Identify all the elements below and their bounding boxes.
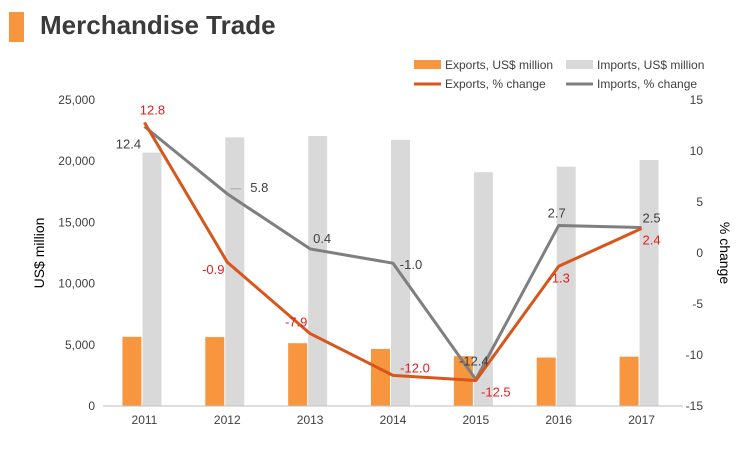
- y-tick-label: 15,000: [58, 215, 95, 229]
- y2-tick-label: 10: [690, 144, 704, 158]
- x-tick-label: 2016: [545, 413, 572, 427]
- y2-tick-label: -15: [686, 399, 704, 413]
- legend-label-exports: Exports, US$ million: [445, 58, 553, 72]
- y-tick-label: 20,000: [58, 154, 95, 168]
- imports-change-data-label: 12.4: [116, 137, 141, 152]
- exports-change-data-label: -1.3: [548, 270, 570, 285]
- exports-bar: [371, 348, 390, 406]
- imports-change-data-label: 2.7: [548, 205, 566, 220]
- y2-tick-label: 15: [690, 93, 704, 107]
- imports-change-data-label: 2.5: [643, 211, 661, 226]
- x-tick-label: 2017: [628, 413, 655, 427]
- imports-bar: [142, 152, 162, 406]
- exports-bar: [288, 343, 308, 406]
- imports-bar: [639, 159, 659, 406]
- y-tick-label: 5,000: [65, 338, 95, 352]
- imports-bar: [308, 135, 328, 406]
- y-tick-label: 10,000: [58, 277, 95, 291]
- exports-change-data-label: -7.9: [285, 315, 307, 330]
- title-accent-bar: [9, 12, 24, 42]
- exports-change-line: [143, 121, 643, 382]
- y-axis-title: US$ million: [31, 218, 47, 289]
- imports-change-line: [143, 125, 642, 381]
- y2-axis-title: % change: [717, 222, 733, 284]
- x-tick-label: 2011: [132, 413, 158, 427]
- imports-change-data-label: 5.8: [250, 180, 268, 195]
- imports-bar: [225, 137, 245, 406]
- x-tick-label: 2013: [297, 413, 324, 427]
- exports-bar: [122, 336, 142, 406]
- imports-change-data-label: -12.4: [459, 353, 489, 368]
- x-tick-label: 2014: [380, 413, 407, 427]
- imports-bar: [473, 172, 493, 406]
- exports-bar: [619, 356, 639, 406]
- exports-bar: [536, 357, 556, 406]
- imports-change-data-label: 0.4: [313, 231, 331, 246]
- legend-swatch-imports: [566, 60, 593, 69]
- page-title: Merchandise Trade: [40, 10, 276, 40]
- legend-label-imports-change: Imports, % change: [597, 77, 697, 91]
- y2-tick-label: 0: [696, 246, 703, 260]
- y2-tick-label: -10: [686, 348, 704, 362]
- legend-label-exports-change: Exports, % change: [445, 77, 546, 91]
- exports-change-data-label: -0.9: [202, 262, 224, 277]
- y2-tick-label: -5: [692, 297, 703, 311]
- y-tick-label: 0: [88, 399, 95, 413]
- exports-bar: [205, 337, 225, 406]
- exports-change-data-label: -12.0: [400, 360, 430, 375]
- x-tick-label: 2015: [463, 413, 490, 427]
- x-tick-label: 2012: [214, 413, 241, 427]
- y2-tick-label: 5: [696, 195, 703, 209]
- imports-change-data-label: -1.0: [400, 257, 422, 272]
- legend-swatch-exports: [414, 60, 441, 69]
- exports-change-data-label: 2.4: [643, 233, 661, 248]
- exports-change-data-label: -12.5: [481, 385, 511, 400]
- exports-change-data-label: 12.8: [140, 102, 165, 117]
- y-tick-label: 25,000: [58, 93, 95, 107]
- imports-bar: [556, 166, 576, 406]
- legend-label-imports: Imports, US$ million: [597, 58, 704, 72]
